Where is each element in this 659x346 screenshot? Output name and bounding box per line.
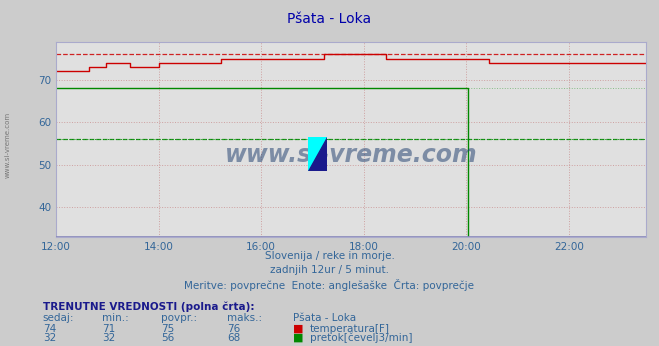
Text: 68: 68 bbox=[227, 333, 241, 343]
Text: ■: ■ bbox=[293, 324, 304, 334]
Text: 76: 76 bbox=[227, 324, 241, 334]
Text: Pšata - Loka: Pšata - Loka bbox=[293, 313, 357, 323]
Text: 56: 56 bbox=[161, 333, 175, 343]
Text: 32: 32 bbox=[102, 333, 115, 343]
Text: ■: ■ bbox=[293, 333, 304, 343]
Text: 74: 74 bbox=[43, 324, 56, 334]
Text: 32: 32 bbox=[43, 333, 56, 343]
Text: www.si-vreme.com: www.si-vreme.com bbox=[225, 143, 477, 167]
Polygon shape bbox=[308, 137, 327, 171]
Text: Meritve: povprečne  Enote: anglešaške  Črta: povprečje: Meritve: povprečne Enote: anglešaške Črt… bbox=[185, 279, 474, 291]
Text: zadnjih 12ur / 5 minut.: zadnjih 12ur / 5 minut. bbox=[270, 265, 389, 275]
Text: Slovenija / reke in morje.: Slovenija / reke in morje. bbox=[264, 251, 395, 261]
Polygon shape bbox=[308, 137, 327, 171]
Text: sedaj:: sedaj: bbox=[43, 313, 74, 323]
Text: min.:: min.: bbox=[102, 313, 129, 323]
Text: povpr.:: povpr.: bbox=[161, 313, 198, 323]
Text: TRENUTNE VREDNOSTI (polna črta):: TRENUTNE VREDNOSTI (polna črta): bbox=[43, 301, 254, 311]
Text: Pšata - Loka: Pšata - Loka bbox=[287, 12, 372, 26]
Text: 75: 75 bbox=[161, 324, 175, 334]
Text: www.si-vreme.com: www.si-vreme.com bbox=[5, 112, 11, 179]
Text: 71: 71 bbox=[102, 324, 115, 334]
Text: pretok[čevelj3/min]: pretok[čevelj3/min] bbox=[310, 333, 413, 343]
Text: temperatura[F]: temperatura[F] bbox=[310, 324, 389, 334]
Text: maks.:: maks.: bbox=[227, 313, 262, 323]
